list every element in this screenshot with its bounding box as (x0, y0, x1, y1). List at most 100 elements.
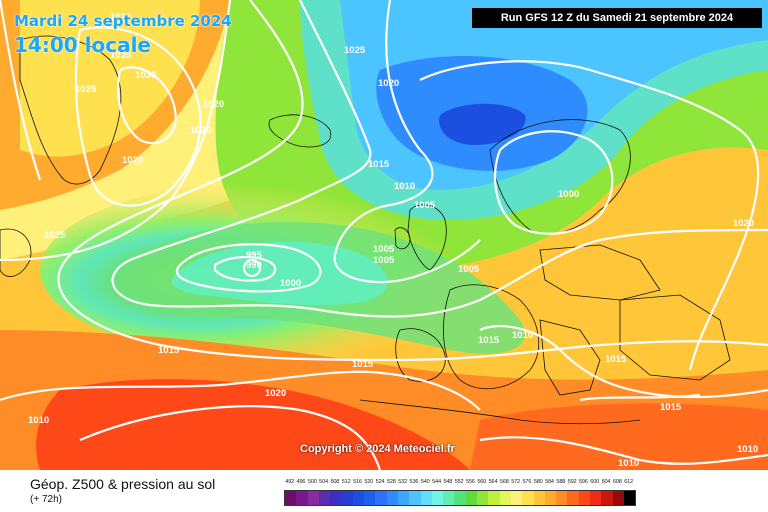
isobar-label: 1010 (394, 181, 415, 192)
isobar-label: 1020 (190, 125, 211, 136)
legend-value-label: 528 (386, 479, 396, 485)
isobar-label: 1000 (558, 189, 579, 200)
isobar-label: 1005 (414, 200, 436, 211)
legend-value-label: 560 (477, 479, 487, 485)
isobar-label: 1025 (75, 84, 97, 95)
band-yellow-greenland (20, 0, 200, 157)
legend-value-label: 500 (307, 479, 317, 485)
legend-color-swatch (409, 491, 421, 505)
legend-value-label: 548 (443, 479, 453, 485)
weather-map: 1020 1035 1030 1025 1020 1020 1020 1025 … (0, 0, 768, 470)
isobar-label: 1020 (203, 99, 224, 110)
legend-value-label: 504 (319, 479, 328, 485)
legend-value-label: 512 (341, 479, 351, 485)
isobar-label: 1010 (512, 330, 533, 341)
isobar-label: 1035 (110, 50, 132, 61)
legend-scale-labels: 492 496 500 504 508 512 516 520 524 528 532 536 540 5… (284, 479, 634, 485)
legend-color-swatch (330, 491, 342, 505)
legend-value-label: 540 (420, 479, 430, 485)
legend-value-label: 608 (612, 479, 622, 485)
isobar-label: 995 (246, 250, 263, 261)
model-run-info: Run GFS 12 Z du Samedi 21 septembre 2024 (472, 8, 762, 28)
isobar-label: 1010 (28, 415, 49, 426)
isobar-label: 1025 (44, 230, 66, 241)
legend-color-swatch (375, 491, 387, 505)
isobar-label: 1020 (733, 218, 754, 229)
legend-value-label: 572 (511, 479, 520, 485)
legend-color-swatch (601, 491, 613, 505)
isobar-label: 1015 (158, 345, 180, 356)
legend-value-label: 604 (601, 479, 611, 485)
isobar-label: 1005 (458, 264, 480, 275)
legend-value-label: 496 (296, 479, 306, 485)
legend-value-label: 536 (409, 479, 419, 485)
legend-color-swatch (443, 491, 455, 505)
isobar-label: 1015 (478, 335, 500, 346)
field-title: Géop. Z500 & pression au sol (30, 476, 216, 492)
legend-value-label: 612 (624, 479, 633, 485)
isobar-label: 1015 (352, 359, 374, 370)
legend-color-swatch (567, 491, 579, 505)
legend-color-swatch (420, 491, 432, 505)
legend-color-swatch (612, 491, 624, 505)
isobar-label: 1020 (265, 388, 286, 399)
legend-color-scale (284, 490, 637, 506)
legend-color-swatch (431, 491, 444, 505)
legend-color-swatch (285, 491, 297, 505)
isobar-label: 1020 (122, 155, 143, 166)
legend-value-label: 524 (375, 479, 385, 485)
isobar-label: 1020 (110, 12, 131, 23)
legend-color-swatch (352, 491, 365, 505)
legend-color-swatch (465, 491, 478, 505)
legend-value-label: 596 (579, 479, 588, 485)
isobar-label: 1015 (368, 159, 390, 170)
legend-color-swatch (318, 491, 331, 505)
isobar-label: 1030 (135, 70, 156, 81)
isobar-label: 1020 (378, 78, 399, 89)
legend-value-label: 544 (432, 479, 441, 485)
legend-value-label: 588 (556, 479, 566, 485)
legend-color-swatch (488, 491, 500, 505)
isobar-label: 990 (246, 260, 262, 271)
isobar-label: 1005 (373, 244, 395, 255)
isobars (0, 0, 768, 470)
legend-color-swatch (544, 491, 557, 505)
legend-value-label: 508 (330, 479, 340, 485)
isobar-label: 1005 (373, 255, 395, 266)
legend-value-label: 580 (533, 479, 543, 485)
band-deep-blue-trough (439, 103, 526, 145)
legend-color-swatch (341, 491, 353, 505)
isobar-labels: 1020 1035 1030 1025 1020 1020 1020 1025 … (28, 12, 758, 469)
legend-color-swatch (477, 491, 489, 505)
legend-color-swatch (510, 491, 523, 505)
legend-color-swatch (522, 491, 534, 505)
legend-value-label: 584 (545, 479, 554, 485)
forecast-time-title: 14:00 locale (14, 33, 151, 57)
legend-color-swatch (454, 491, 466, 505)
legend-value-label: 576 (522, 479, 532, 485)
legend-color-swatch (397, 491, 410, 505)
legend-value-label: 520 (364, 479, 374, 485)
legend-color-swatch (590, 491, 602, 505)
legend-color-swatch (623, 491, 636, 505)
band-red-south (36, 379, 470, 470)
legend-color-swatch (533, 491, 545, 505)
forecast-date-title: Mardi 24 septembre 2024 (14, 12, 232, 30)
legend-color-swatch (364, 491, 376, 505)
isobar-label: 1015 (660, 402, 682, 413)
isobar-label: 1025 (344, 45, 366, 56)
legend-value-label: 556 (466, 479, 475, 485)
isobar-label: 1000 (280, 278, 301, 289)
legend-value-label: 600 (590, 479, 600, 485)
isobar-label: 1015 (605, 354, 627, 365)
legend-color-swatch (296, 491, 308, 505)
legend-color-swatch (556, 491, 568, 505)
legend-value-label: 564 (488, 479, 498, 485)
legend-color-swatch (386, 491, 398, 505)
lead-time: (+ 72h) (30, 494, 62, 505)
isobar-label: 1010 (737, 444, 758, 455)
legend-color-swatch (307, 491, 319, 505)
legend-color-swatch (499, 491, 511, 505)
copyright-notice: Copyright © 2024 Meteociel.fr (300, 443, 455, 455)
legend-value-label: 492 (285, 479, 295, 485)
